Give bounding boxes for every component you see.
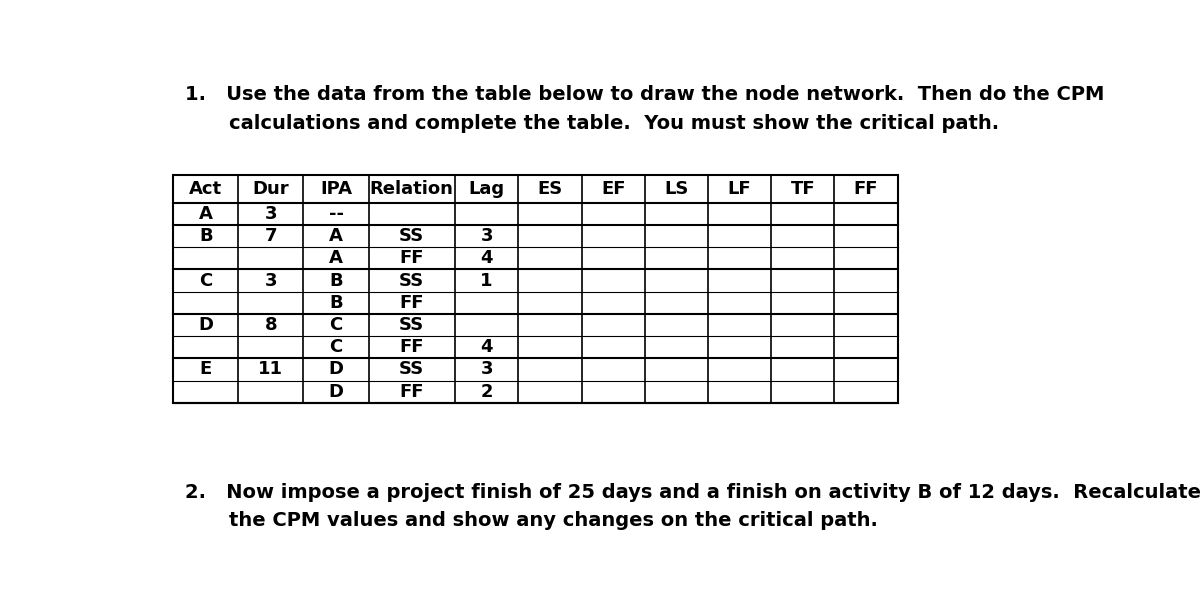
- Text: SS: SS: [400, 271, 425, 290]
- Text: LF: LF: [728, 180, 751, 198]
- Text: Dur: Dur: [252, 180, 289, 198]
- Text: 11: 11: [258, 360, 283, 378]
- Text: the CPM values and show any changes on the critical path.: the CPM values and show any changes on t…: [229, 511, 878, 530]
- Text: D: D: [329, 360, 343, 378]
- Text: 4: 4: [480, 338, 493, 356]
- Bar: [173, 176, 898, 403]
- Text: D: D: [329, 383, 343, 400]
- Text: TF: TF: [791, 180, 815, 198]
- Text: SS: SS: [400, 227, 425, 245]
- Text: 2: 2: [480, 383, 493, 400]
- Text: 4: 4: [480, 249, 493, 267]
- Text: Lag: Lag: [468, 180, 505, 198]
- Text: SS: SS: [400, 316, 425, 334]
- Text: A: A: [329, 227, 343, 245]
- Text: LS: LS: [664, 180, 689, 198]
- Text: Relation: Relation: [370, 180, 454, 198]
- Text: IPA: IPA: [320, 180, 352, 198]
- Text: 7: 7: [265, 227, 277, 245]
- Text: 8: 8: [264, 316, 277, 334]
- Text: 1.   Use the data from the table below to draw the node network.  Then do the CP: 1. Use the data from the table below to …: [185, 85, 1105, 104]
- Text: E: E: [199, 360, 212, 378]
- Text: A: A: [199, 205, 212, 223]
- Text: 3: 3: [265, 271, 277, 290]
- Text: B: B: [329, 271, 343, 290]
- Text: FF: FF: [400, 338, 424, 356]
- Text: B: B: [199, 227, 212, 245]
- Text: FF: FF: [854, 180, 878, 198]
- Text: D: D: [198, 316, 214, 334]
- Text: FF: FF: [400, 383, 424, 400]
- Text: 3: 3: [265, 205, 277, 223]
- Text: Act: Act: [190, 180, 222, 198]
- Text: ES: ES: [538, 180, 563, 198]
- Text: --: --: [329, 205, 343, 223]
- Text: 2.   Now impose a project finish of 25 days and a finish on activity B of 12 day: 2. Now impose a project finish of 25 day…: [185, 483, 1200, 502]
- Text: FF: FF: [400, 249, 424, 267]
- Text: C: C: [199, 271, 212, 290]
- Text: calculations and complete the table.  You must show the critical path.: calculations and complete the table. You…: [229, 114, 1000, 133]
- Text: 3: 3: [480, 227, 493, 245]
- Text: EF: EF: [601, 180, 625, 198]
- Text: 3: 3: [480, 360, 493, 378]
- Text: FF: FF: [400, 293, 424, 312]
- Text: C: C: [329, 316, 343, 334]
- Text: B: B: [329, 293, 343, 312]
- Text: A: A: [329, 249, 343, 267]
- Text: C: C: [329, 338, 343, 356]
- Text: SS: SS: [400, 360, 425, 378]
- Text: 1: 1: [480, 271, 493, 290]
